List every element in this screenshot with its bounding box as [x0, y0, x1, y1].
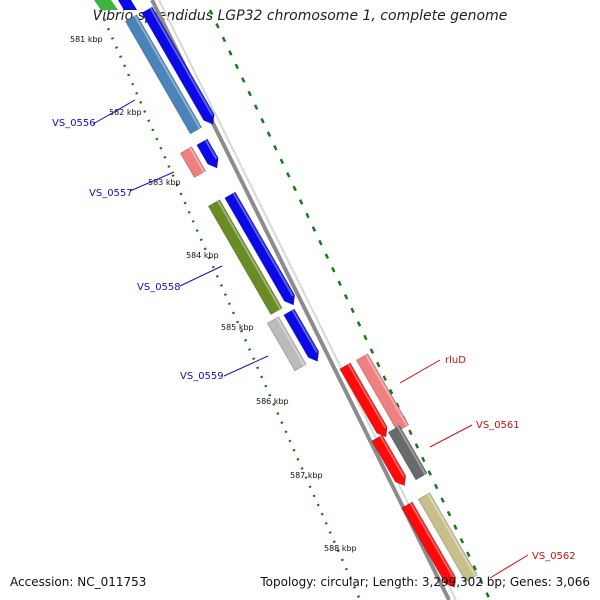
- tick-label: 588 kbp: [324, 544, 357, 553]
- gene-VS_0561-shape: [387, 425, 428, 481]
- gene-VS_0559-shine: [276, 317, 306, 366]
- cds-VS_0562: [401, 501, 457, 588]
- gene-VS_0562-shape: [417, 492, 478, 583]
- gene-VS_0556-shape: [124, 14, 203, 135]
- gene-VS_0557: [179, 146, 207, 179]
- leader-VS_0557: [129, 171, 175, 192]
- gene-VS_0561: [387, 425, 428, 481]
- tick-label: 586 kbp: [256, 397, 289, 406]
- leader-VS_0556: [92, 99, 136, 125]
- leader-VS_0562: [489, 554, 529, 579]
- cds-rluD-shape: [339, 362, 388, 438]
- cds-VS_0558: [224, 191, 296, 306]
- cds-VS_0561: [371, 434, 407, 487]
- tick-label: 581 kbp: [70, 35, 103, 44]
- gc-dotted-tracks: [98, 9, 492, 600]
- label-rluD: rluD: [445, 355, 466, 366]
- cds-VS_0562-shape: [401, 501, 457, 588]
- gene-fragment-top: [94, 0, 118, 10]
- accession-text: Accession: NC_011753: [10, 575, 147, 589]
- cds-VS_0557-shape: [196, 138, 219, 169]
- label-VS_0561: VS_0561: [476, 420, 520, 431]
- leader-rluD: [399, 359, 441, 384]
- cds-VS_0556: [141, 6, 215, 125]
- cds-rluD-shine: [347, 363, 387, 429]
- label-VS_0562: VS_0562: [532, 551, 576, 562]
- label-VS_0558: VS_0558: [137, 282, 181, 293]
- label-VS_0556: VS_0556: [52, 118, 96, 129]
- gene-VS_0556: [124, 14, 203, 135]
- genome-summary-text: Topology: circular; Length: 3,299,302 bp…: [260, 575, 590, 589]
- cds-rluD: [339, 362, 388, 438]
- cds-VS_0559-shape: [283, 308, 320, 362]
- dotted-track: [208, 9, 492, 600]
- gene-VS_0562-shine: [427, 493, 477, 577]
- cds-VS_0556-shine: [149, 7, 214, 116]
- tick-label: 585 kbp: [221, 323, 254, 332]
- cds-VS_0558-shine: [232, 192, 294, 297]
- cds-VS_0559-shine: [291, 309, 318, 353]
- gene-VS_0559-shape: [266, 316, 307, 372]
- cds-VS_0559: [283, 308, 320, 362]
- gene-VS_0557-shape: [179, 146, 207, 179]
- cds-VS_0561-shape: [371, 434, 407, 487]
- gene-rluD-shine: [365, 354, 408, 427]
- tick-label: 587 kbp: [290, 471, 323, 480]
- gene-VS_0561-shine: [397, 426, 427, 475]
- kbp-tick-labels: 581 kbp 582 kbp 583 kbp 584 kbp 585 kbp 586 k…: [70, 35, 357, 553]
- gene-VS_0559: [266, 316, 307, 372]
- cds-VS_0561-shine: [379, 435, 405, 478]
- tick-label: 584 kbp: [186, 251, 219, 260]
- tick-label: 583 kbp: [148, 178, 181, 187]
- dotted-track: [98, 9, 362, 600]
- gene-features: [94, 0, 478, 588]
- gene-labels: VS_0556 VS_0557 VS_0558 VS_0559 rluD VS_0561 V…: [52, 99, 576, 579]
- cds-VS_0557-shine: [204, 139, 218, 160]
- leader-VS_0558: [179, 265, 223, 287]
- map-title: Vibrio splendidus LGP32 chromosome 1, co…: [92, 8, 508, 24]
- backbone-highlight: [158, 0, 457, 600]
- cds-fragment-top: [118, 0, 137, 10]
- tick-label: 582 kbp: [109, 108, 142, 117]
- cds-VS_0557: [196, 138, 219, 169]
- gene-VS_0562: [417, 492, 478, 583]
- cds-VS_0558-shape: [224, 191, 296, 306]
- gene-VS_0558-shape: [207, 199, 283, 316]
- cds-VS_0556-shape: [141, 6, 215, 125]
- gene-VS_0556-shine: [134, 15, 201, 129]
- cds-VS_0562-shine: [409, 502, 455, 579]
- gene-VS_0558-shine: [217, 200, 282, 310]
- gene-VS_0558: [207, 199, 283, 316]
- leader-VS_0559: [223, 355, 269, 377]
- gene-VS_0557-shine: [189, 147, 205, 173]
- leader-VS_0561: [429, 424, 473, 448]
- label-VS_0559: VS_0559: [180, 371, 224, 382]
- label-VS_0557: VS_0557: [89, 188, 133, 199]
